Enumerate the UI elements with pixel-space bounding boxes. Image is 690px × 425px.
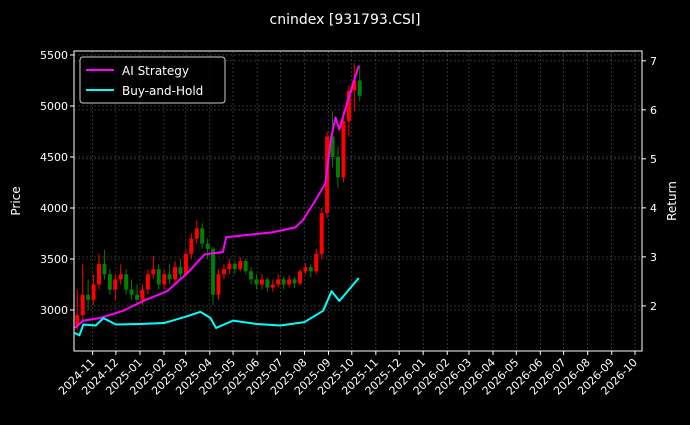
candle-body	[200, 228, 205, 244]
y-tick-label: 5500	[40, 49, 68, 62]
candle-body	[102, 264, 107, 275]
y-tick-label: 5000	[40, 100, 68, 113]
candle-body	[124, 274, 129, 290]
candle-body	[107, 274, 112, 290]
candle-body	[205, 243, 210, 249]
y-axis-label-right: Return	[665, 181, 679, 221]
y-tick-label-right: 3	[650, 251, 657, 264]
candle-body	[183, 253, 188, 275]
candle-body	[97, 264, 102, 285]
candle-body	[254, 279, 259, 285]
candle-body	[303, 267, 308, 272]
candle-body	[249, 271, 254, 280]
candle-body	[314, 253, 319, 272]
candle-body	[308, 267, 313, 272]
y-tick-label-right: 4	[650, 202, 657, 215]
candle-body	[129, 289, 134, 295]
legend: AI Strategy Buy-and-Hold	[79, 56, 226, 104]
y-tick-label-right: 2	[650, 300, 657, 313]
plot-frame	[73, 50, 643, 352]
y-tick-label: 4000	[40, 202, 68, 215]
candle-body	[319, 213, 324, 254]
candle-body	[330, 136, 335, 157]
candle-body	[341, 121, 346, 178]
candle-body	[265, 279, 270, 288]
candle-body	[140, 289, 145, 300]
candle-body	[151, 269, 156, 275]
y-tick-label-right: 6	[650, 104, 657, 117]
candle-body	[357, 80, 362, 96]
candle-body	[297, 271, 302, 284]
candle-body	[281, 279, 286, 285]
candle-body	[167, 274, 172, 280]
candle-body	[243, 261, 248, 272]
y-tick-label: 3000	[40, 304, 68, 317]
candle-body	[118, 274, 123, 280]
chart-title: cnindex [931793.CSI]	[270, 12, 421, 28]
y-tick-label: 4500	[40, 151, 68, 164]
candle-body	[135, 294, 140, 300]
legend-label-bh: Buy-and-Hold	[122, 84, 203, 98]
y-tick-label-right: 5	[650, 153, 657, 166]
candle-body	[221, 269, 226, 275]
candle-body	[80, 294, 85, 316]
y-axis-label-left: Price	[9, 186, 23, 215]
candle-body	[287, 279, 292, 285]
candle-body	[270, 284, 275, 288]
candle-body	[346, 90, 351, 122]
candle-body	[211, 248, 216, 295]
candle-body	[276, 279, 281, 285]
candle-body	[189, 238, 194, 254]
candle-body	[75, 315, 80, 326]
candle-body	[162, 274, 167, 285]
candle-body	[113, 279, 118, 290]
candle-body	[335, 156, 340, 178]
candle-body	[352, 80, 357, 91]
candle-body	[156, 269, 161, 285]
candle-body	[145, 274, 150, 290]
ai-strategy-line	[74, 65, 360, 329]
y-tick-label: 3500	[40, 253, 68, 266]
candle-body	[173, 267, 178, 280]
buy-and-hold-line	[74, 277, 360, 337]
candle-body	[216, 274, 221, 295]
candle-body	[91, 284, 96, 300]
candle-body	[259, 279, 264, 285]
candle-body	[292, 279, 297, 284]
candle-body	[232, 264, 237, 270]
candle-body	[227, 264, 232, 270]
candle-body	[178, 267, 183, 275]
y-tick-label-right: 7	[650, 55, 657, 68]
candle-body	[238, 261, 243, 270]
legend-label-ai: AI Strategy	[122, 64, 189, 78]
candle-body	[194, 228, 199, 239]
candle-body	[86, 294, 91, 300]
